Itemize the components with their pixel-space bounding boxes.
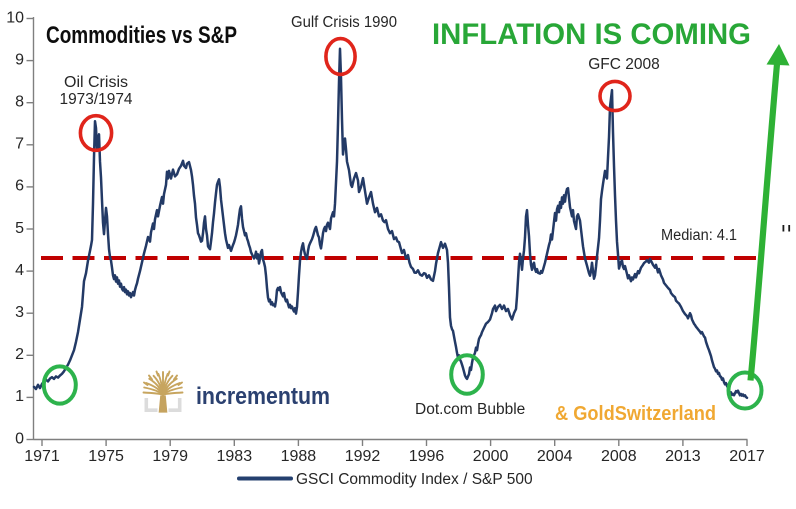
svg-text:6: 6 [15,178,24,195]
svg-text:2013: 2013 [665,448,701,465]
svg-text:1975: 1975 [88,448,124,465]
svg-text:GSCI Commodity Index / S&P 500: GSCI Commodity Index / S&P 500 [296,471,533,488]
svg-text:0: 0 [15,430,24,447]
svg-text:7: 7 [15,136,24,153]
svg-text:1983: 1983 [217,448,253,465]
svg-text:8: 8 [15,94,24,111]
svg-text:1988: 1988 [281,448,317,465]
svg-text:2017: 2017 [729,448,765,465]
svg-text:1996: 1996 [409,448,445,465]
svg-text:1: 1 [15,388,24,405]
svg-text:Oil Crisis: Oil Crisis [64,74,128,91]
svg-text:3: 3 [15,304,24,321]
svg-text:Gulf Crisis 1990: Gulf Crisis 1990 [291,14,397,31]
svg-text:GFC 2008: GFC 2008 [588,56,660,73]
svg-text:1992: 1992 [345,448,381,465]
svg-text:1973/1974: 1973/1974 [60,91,133,108]
svg-text:10: 10 [6,9,24,26]
svg-text:Dot.com Bubble: Dot.com Bubble [415,401,525,418]
svg-text:1979: 1979 [152,448,188,465]
svg-text:2000: 2000 [473,448,509,465]
svg-text:4: 4 [15,262,24,279]
svg-text:Median: 4.1: Median: 4.1 [661,227,737,244]
svg-text:5: 5 [15,220,24,237]
svg-text:2: 2 [15,346,24,363]
svg-text:2008: 2008 [601,448,637,465]
svg-text:2004: 2004 [537,448,573,465]
svg-text:1971: 1971 [24,448,60,465]
svg-text:INFLATION IS COMING: INFLATION IS COMING [432,18,751,51]
svg-text:& GoldSwitzerland: & GoldSwitzerland [555,403,716,425]
svg-text:9: 9 [15,51,24,68]
svg-text:Commodities vs S&P: Commodities vs S&P [46,22,237,49]
svg-text:incrementum: incrementum [196,383,330,410]
